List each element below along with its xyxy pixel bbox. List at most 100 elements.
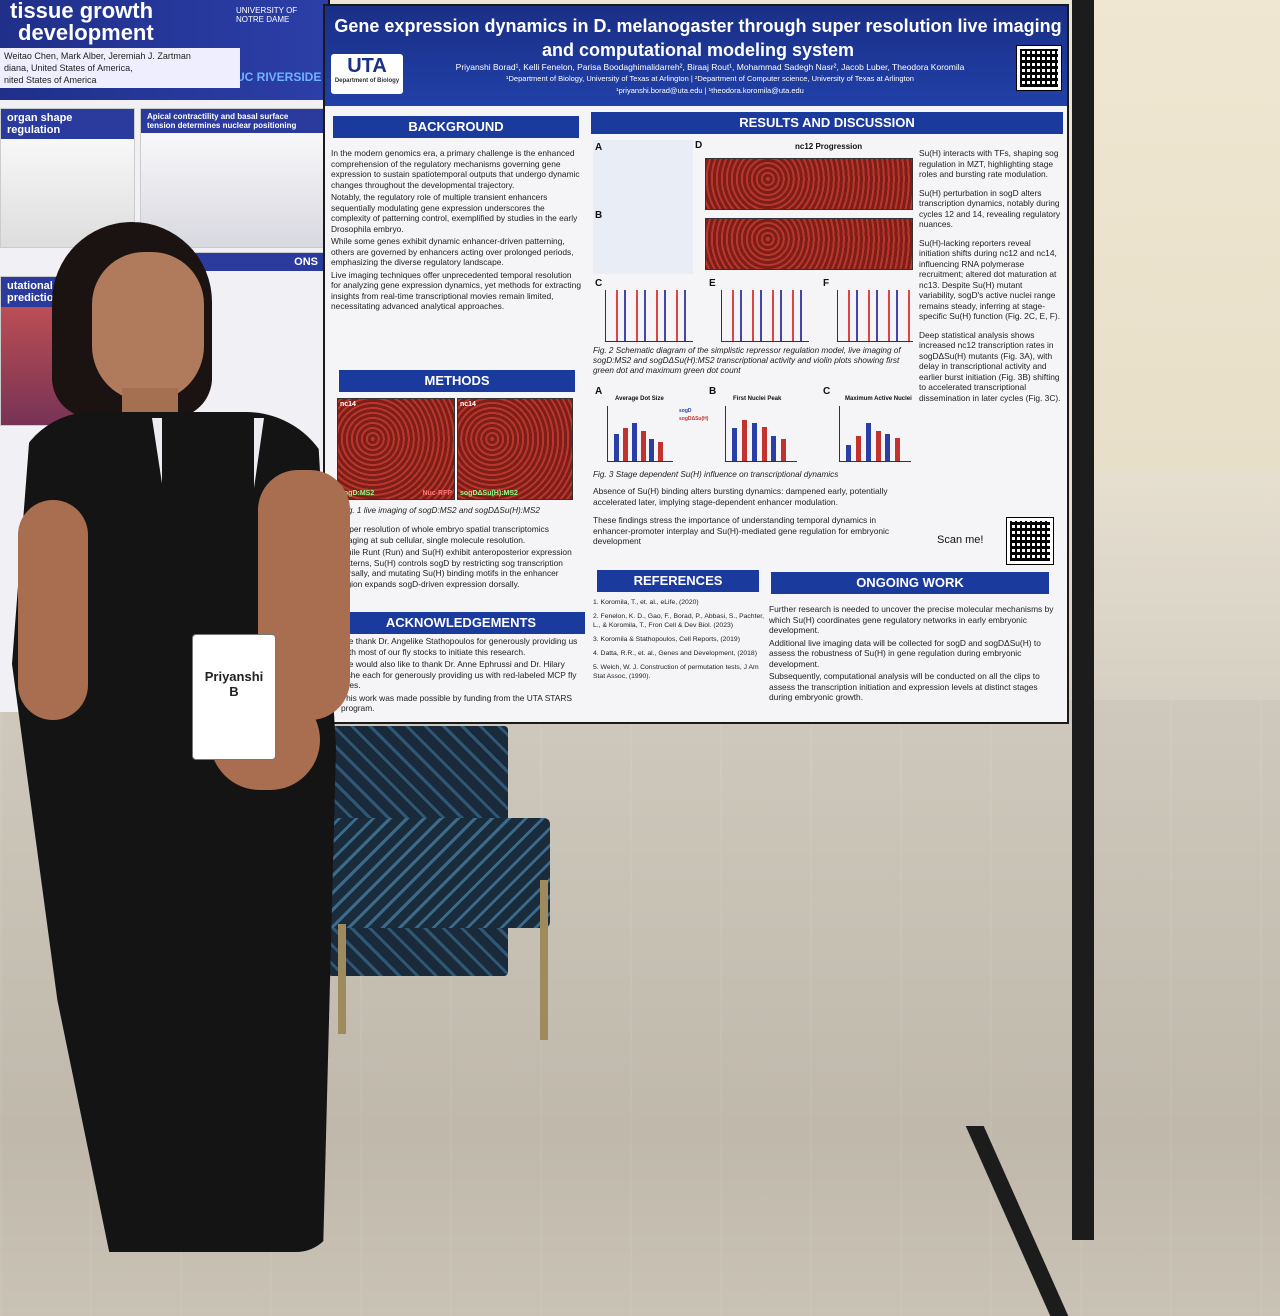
- methods-bullet-2: While Runt (Run) and Su(H) exhibit anter…: [339, 547, 572, 589]
- nc12-strip-bottom: [705, 218, 913, 270]
- results-bottom-text: Absence of Su(H) binding alters bursting…: [593, 486, 905, 566]
- methods-image-right: nc14 sogDΔSu(H):MS2: [457, 398, 573, 500]
- references-list: 1. Koromila, T., et. al., eLife, (2020) …: [593, 598, 765, 716]
- poster-title-line-2: and computational modeling system: [541, 40, 855, 60]
- back-wall: [1080, 0, 1280, 470]
- fig3-bar: [622, 428, 628, 461]
- fig3-bar: [640, 430, 646, 461]
- poster-authors: Priyanshi Borad¹, Kelli Fenelon, Parisa …: [455, 62, 965, 72]
- fig3-bar: [614, 433, 619, 461]
- reference-4: 4. Datta, R.R., et. al., Genes and Devel…: [593, 650, 757, 657]
- left-location-2: nited States of America: [4, 75, 97, 85]
- uta-logo-text: UTA: [347, 55, 387, 77]
- ongoing-heading: ONGOING WORK: [771, 572, 1049, 594]
- header-qr-code: [1016, 45, 1062, 91]
- background-bullet-3: While some genes exhibit dynamic enhance…: [331, 236, 574, 267]
- methods-image-left: nc14 sogD:MS2 Nuc-RFP: [337, 398, 455, 500]
- reference-5: 5. Welch, W. J. Construction of permutat…: [593, 664, 759, 680]
- background-bullet-2: Notably, the regulatory role of multiple…: [331, 192, 578, 234]
- fig3-bar: [751, 422, 757, 461]
- fig3-bar: [846, 444, 851, 461]
- scan-me-label: Scan me!: [937, 534, 984, 546]
- background-text: In the modern genomics era, a primary ch…: [331, 148, 583, 378]
- acknowledgements-text: We thank Dr. Angelike Stathopoulos for g…: [341, 636, 585, 720]
- left-poster-header: tissue growth development UNIVERSITY OF …: [0, 0, 328, 100]
- nc12-progression-label: nc12 Progression: [795, 142, 863, 151]
- fig2-label-d: D: [695, 140, 703, 151]
- scan-me-qr-code[interactable]: [1006, 517, 1054, 565]
- fig3-bar: [855, 436, 861, 461]
- main-poster: Gene expression dynamics in D. melanogas…: [323, 4, 1069, 724]
- results-right-bullet-4: Deep statistical analysis shows increase…: [919, 329, 1061, 403]
- methods-tag-mid: Nuc-RFP: [422, 490, 452, 497]
- fig3-bars-c: [839, 406, 911, 462]
- left-panel-1-title: organ shape regulation: [1, 109, 134, 139]
- background-bullet-4: Live imaging techniques offer unpreceden…: [331, 269, 581, 312]
- fig2-schematic: A B: [593, 140, 693, 274]
- poster-title: Gene expression dynamics in D. melanogas…: [329, 14, 1067, 62]
- fig3-bar: [741, 419, 747, 461]
- chair-leg-left: [338, 924, 346, 1034]
- fig3-label-b: B: [709, 386, 717, 397]
- reference-2: 2. Fenelon, K. D., Gao, F., Borad, P., A…: [593, 613, 765, 629]
- methods-label-left: nc14: [340, 401, 356, 408]
- background-bullet-1: In the modern genomics era, a primary ch…: [331, 148, 580, 190]
- nc12-strip-top: [705, 158, 913, 210]
- fig3-bar: [658, 441, 664, 461]
- methods-text: Super resolution of whole embryo spatial…: [339, 524, 579, 616]
- fig3-label-c: C: [823, 386, 831, 397]
- fig3-caption: Fig. 3 Stage dependent Su(H) influence o…: [593, 470, 839, 479]
- name-badge: Priyanshi B: [192, 634, 276, 760]
- fig2-label-a: A: [595, 142, 603, 153]
- methods-bullet-1: Super resolution of whole embryo spatial…: [339, 524, 549, 545]
- fig3-title-b: First Nuclei Peak: [733, 396, 782, 402]
- presenter: Priyanshi B: [0, 0, 360, 1316]
- fig2-label-b: B: [595, 210, 603, 221]
- violin-plot-e: [721, 290, 809, 342]
- uta-logo: UTA Department of Biology: [331, 54, 403, 94]
- fig3-bar: [761, 426, 767, 461]
- results-bottom-bullet-1: Absence of Su(H) binding alters bursting…: [593, 486, 888, 507]
- methods-tag-right: sogDΔSu(H):MS2: [460, 490, 518, 497]
- results-heading: RESULTS AND DISCUSSION: [591, 112, 1063, 134]
- ongoing-bullet-3: Subsequently, computational analysis wil…: [769, 671, 1040, 702]
- left-location-1: diana, United States of America,: [4, 63, 133, 73]
- fig3-bar: [771, 436, 777, 461]
- fig3-bars-b: [725, 406, 797, 462]
- fig3-bars-a: [607, 406, 673, 462]
- fig3-bar: [885, 433, 891, 461]
- ongoing-text: Further research is needed to uncover th…: [769, 604, 1055, 714]
- chair-leg-right: [540, 880, 548, 1040]
- background-heading: BACKGROUND: [333, 116, 579, 138]
- badge-name: Priyanshi: [204, 669, 264, 684]
- results-bottom-bullet-2: These findings stress the importance of …: [593, 515, 890, 546]
- fig3-bar: [649, 439, 655, 461]
- presenter-arm-left: [18, 500, 88, 720]
- badge-initial: B: [229, 684, 239, 699]
- methods-tag-left: sogD:MS2: [340, 490, 375, 497]
- fig3-bar: [875, 430, 881, 461]
- violin-plot-c: [605, 290, 693, 342]
- fig3-bar: [732, 428, 737, 461]
- fig3-title-c: Maximum Active Nuclei: [845, 396, 912, 402]
- presenter-face: [92, 252, 204, 402]
- left-poster-authors: Weitao Chen, Mark Alber, Jeremiah J. Zar…: [0, 48, 240, 88]
- ongoing-bullet-2: Additional live imaging data will be col…: [769, 637, 1041, 669]
- fig1-caption: Fig. 1 live imaging of sogD:MS2 and sogD…: [341, 506, 540, 515]
- fig3-legend-1: sogD: [679, 408, 692, 414]
- left-panel-2-title: Apical contractility and basal surface t…: [141, 109, 324, 133]
- chair-seat: [322, 818, 550, 928]
- fig2-label-f: F: [823, 278, 830, 289]
- ack-bullet-1: We thank Dr. Angelike Stathopoulos for g…: [341, 636, 578, 657]
- poster-stand-post: [1072, 0, 1094, 1240]
- fig3-bar: [781, 439, 787, 461]
- left-poster-title-1: tissue growth: [10, 0, 154, 23]
- left-poster-title-2: development: [18, 20, 154, 45]
- fig2-label-c: C: [595, 278, 603, 289]
- results-right-text: Su(H) interacts with TFs, shaping sog re…: [919, 148, 1061, 528]
- fig2-caption: Fig. 2 Schematic diagram of the simplist…: [593, 346, 901, 375]
- fig3-legend-2: sogDΔSu(H): [679, 416, 709, 422]
- poster-emails: ¹priyanshi.borad@uta.edu | ¹theodora.kor…: [616, 86, 804, 95]
- acknowledgements-heading: ACKNOWLEDGEMENTS: [337, 612, 585, 634]
